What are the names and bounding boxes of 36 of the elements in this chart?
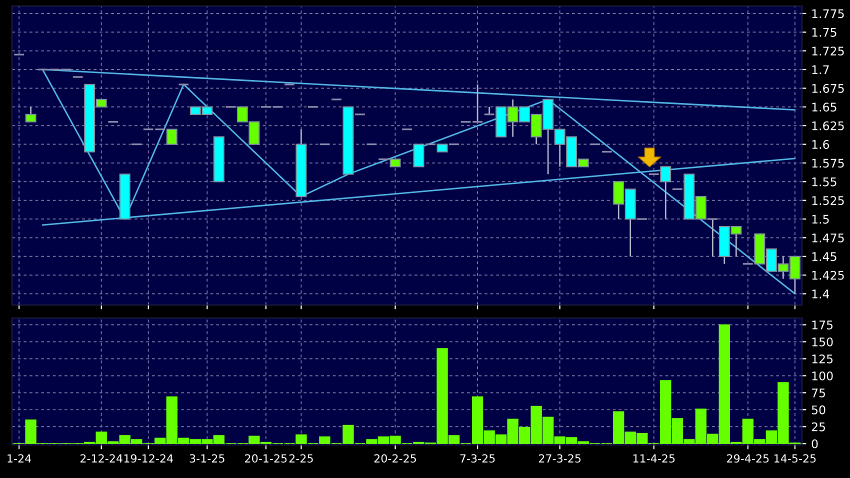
y-tick-label: 1.725	[812, 46, 844, 56]
y-tick-label: 1.5	[812, 214, 829, 224]
x-tick-label: 11-4-25	[633, 454, 675, 463]
x-tick-label: 20-1-25	[245, 454, 287, 463]
y-tick-label: 0	[812, 439, 818, 448]
y-tick-label: 1.65	[812, 102, 836, 112]
x-tick-label: 19-12-24	[124, 454, 173, 463]
y-tick-label: 25	[812, 422, 826, 432]
y-tick-label: 1.525	[812, 196, 844, 206]
y-tick-label: 1.55	[812, 178, 836, 186]
y-tick-label: 1.75	[812, 28, 836, 37]
x-tick-label: 27-3-25	[538, 454, 581, 463]
x-tick-label: 2-12-24	[80, 454, 122, 462]
x-tick-label: 20-2-25	[374, 454, 416, 463]
x-tick-label: 2-25	[289, 454, 313, 463]
y-tick-label: 50	[812, 405, 826, 414]
y-tick-label: 1.475	[812, 234, 844, 242]
x-tick-label: 3-1-25	[190, 454, 224, 463]
y-tick-label: 150	[812, 337, 833, 346]
y-tick-label: 1.45	[812, 252, 836, 262]
x-tick-label: 14-5-25	[774, 454, 816, 463]
y-tick-label: 1.575	[812, 158, 844, 168]
y-tick-label: 1.7	[812, 65, 829, 74]
y-tick-label: 1.425	[812, 270, 844, 280]
y-tick-label: 100	[812, 371, 833, 380]
y-tick-label: 125	[812, 354, 833, 364]
x-tick-label: 7-3-25	[460, 454, 495, 463]
y-tick-label: 1.6	[812, 140, 830, 149]
y-tick-label: 1.625	[812, 121, 844, 130]
y-tick-label: 1.775	[812, 9, 844, 18]
y-tick-label: 1.675	[812, 84, 844, 93]
y-tick-label: 75	[812, 388, 826, 398]
y-tick-label: 1.4	[812, 290, 830, 298]
x-tick-label: 29-4-25	[727, 454, 769, 463]
x-tick-label: 1-24	[8, 454, 32, 462]
y-tick-label: 175	[812, 320, 833, 330]
